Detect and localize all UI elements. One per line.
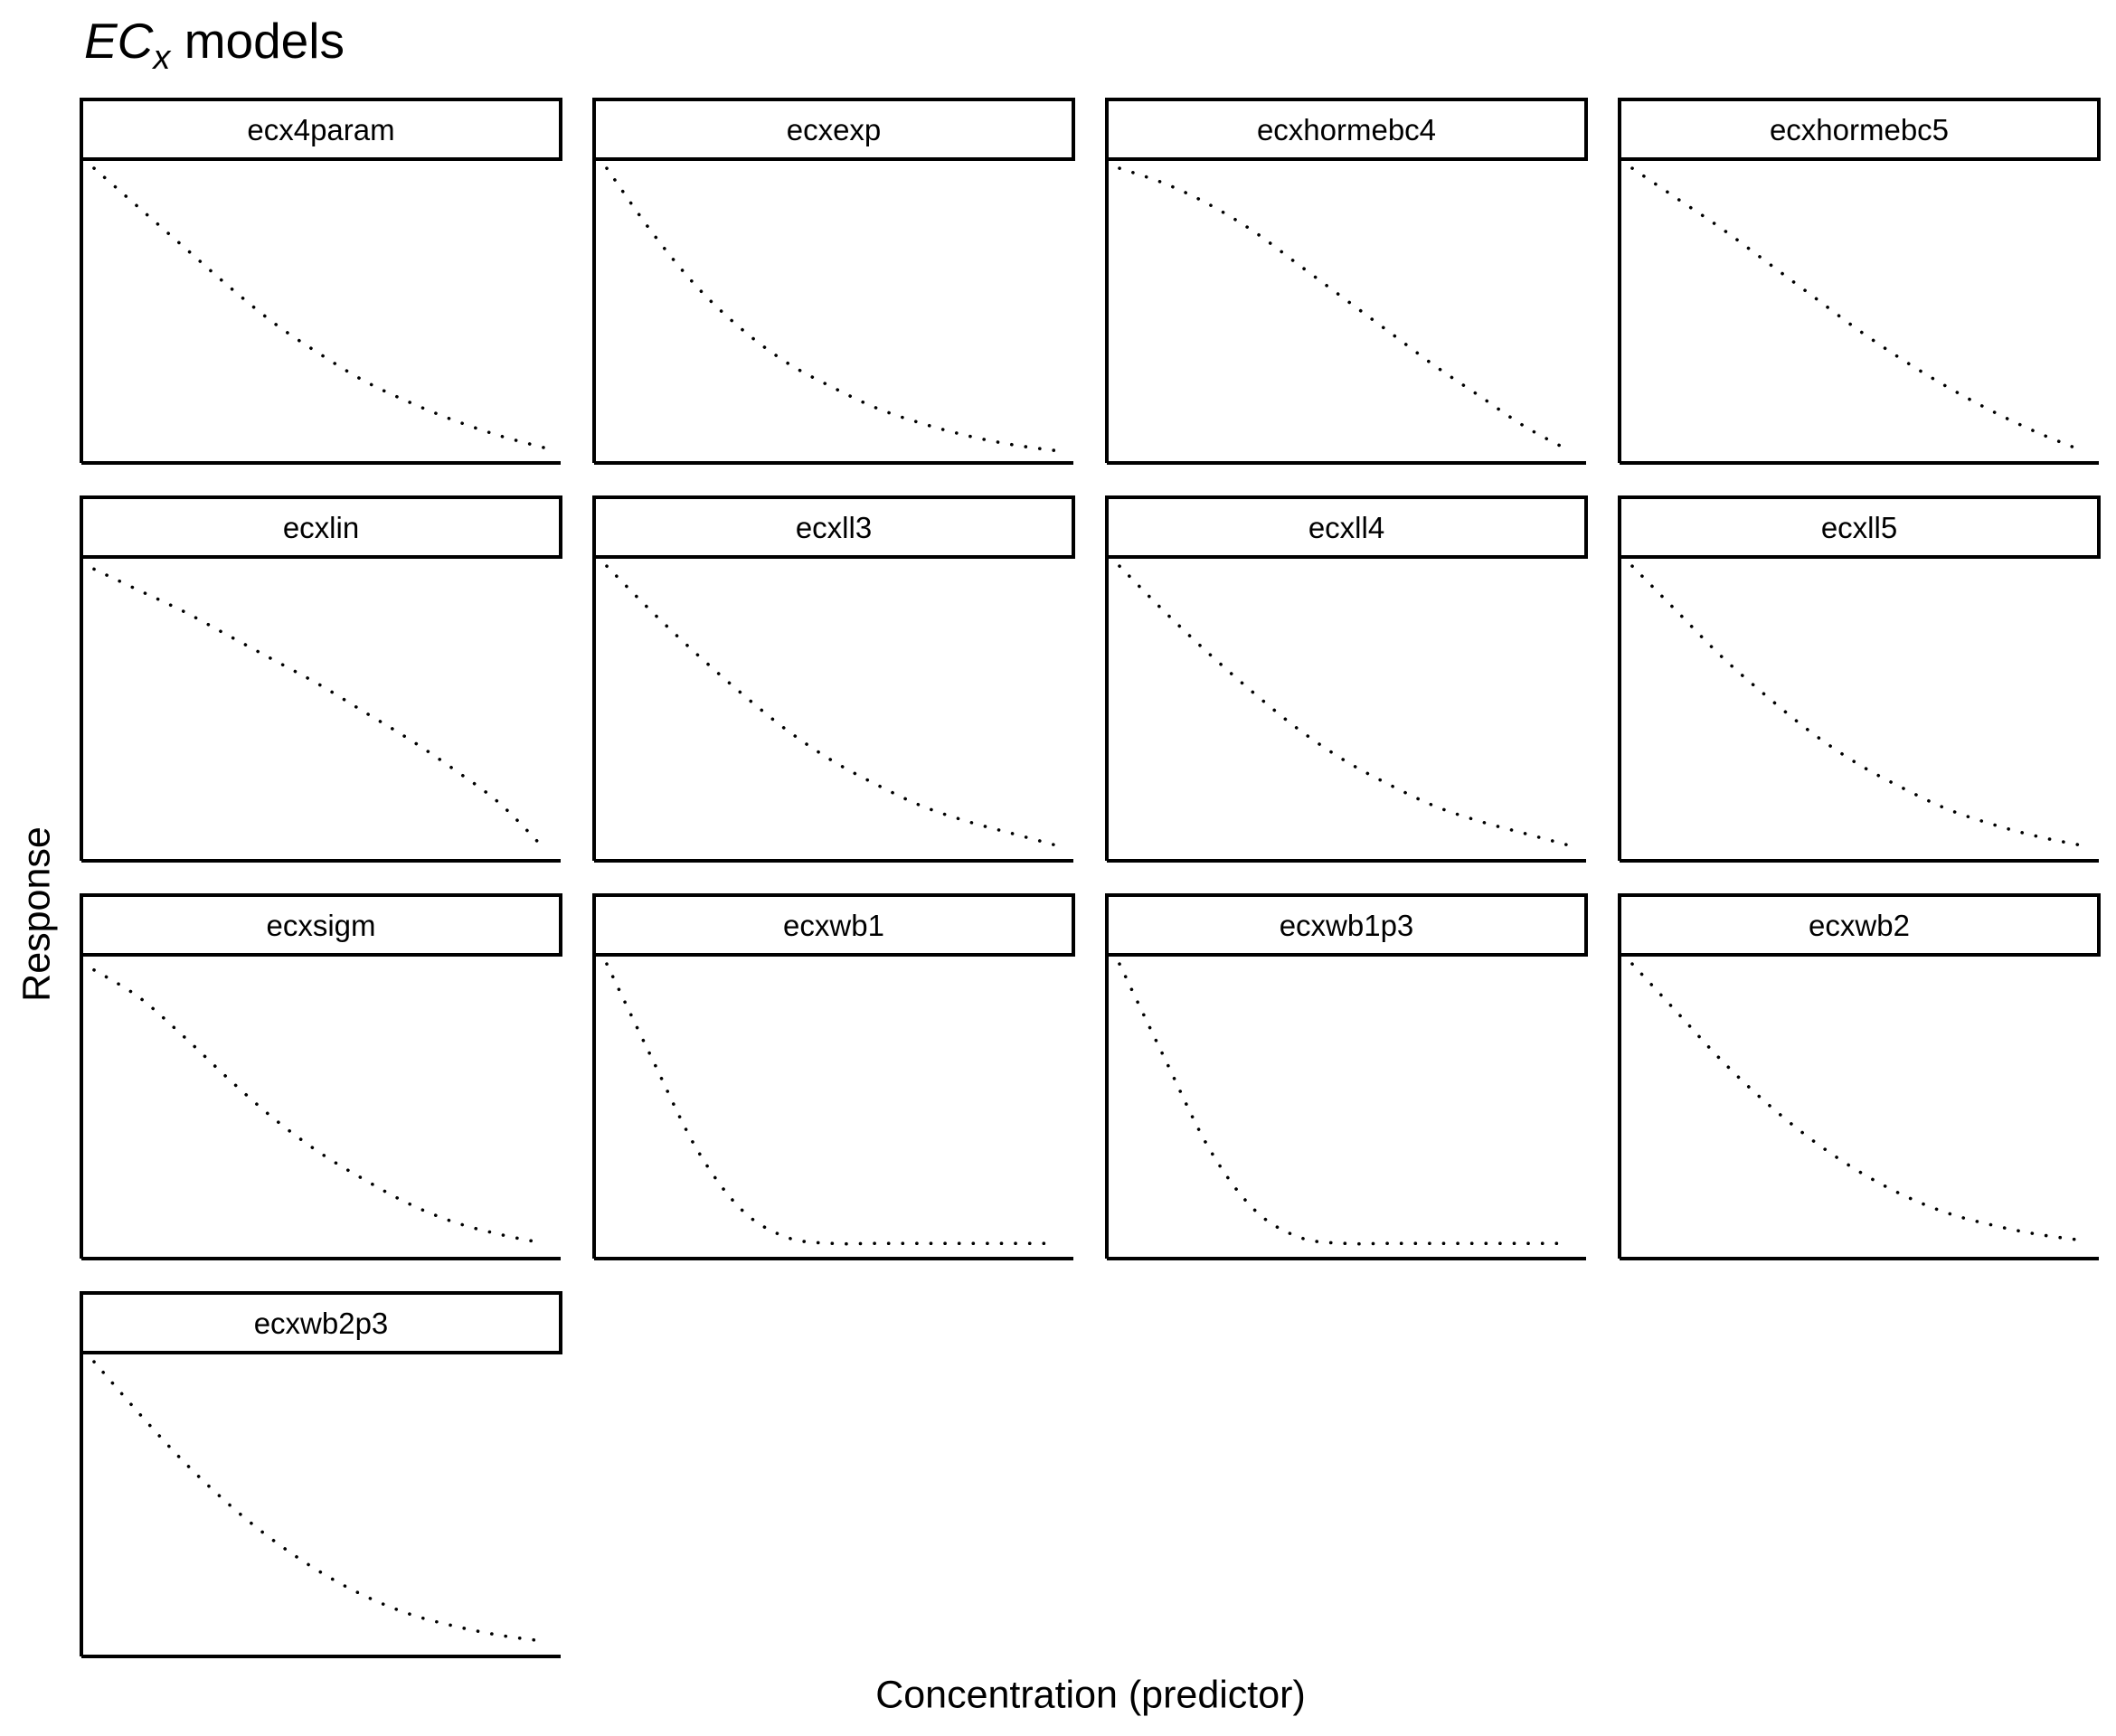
facet-strip xyxy=(592,495,1075,559)
series-line xyxy=(605,962,1059,1246)
facet-strip xyxy=(1618,98,2101,161)
series-line xyxy=(92,567,546,851)
facet-panel: ecxexp xyxy=(592,98,1075,465)
facet-panel: ecxwb1 xyxy=(592,893,1075,1260)
series-line xyxy=(92,968,546,1245)
facet-strip-label: ecxwb1 xyxy=(783,909,884,942)
facet-strip xyxy=(80,98,562,161)
facet-panel: ecxsigm xyxy=(80,893,562,1260)
facet-strip-label: ecxll4 xyxy=(1308,511,1384,544)
facet-panel: ecxwb2 xyxy=(1618,893,2101,1260)
facet-strip-label: ecxsigm xyxy=(266,909,375,942)
facet-panel: ecx4param xyxy=(80,98,562,465)
facet-strip-label: ecx4param xyxy=(247,113,394,146)
facet-strip-label: ecxll5 xyxy=(1821,511,1897,544)
series-line xyxy=(1630,564,2084,847)
facet-strip-label: ecxlin xyxy=(283,511,359,544)
chart-title: ECx models xyxy=(84,9,345,79)
series-line xyxy=(1118,962,1572,1246)
chart-title-text: models xyxy=(184,13,345,69)
facet-strip-label: ecxhormebc4 xyxy=(1257,113,1436,146)
facet-panel: ecxhormebc4 xyxy=(1105,98,1588,465)
facet-strip xyxy=(1105,893,1588,957)
facet-strip xyxy=(1618,893,2101,957)
facet-strip xyxy=(592,98,1075,161)
facet-panel: ecxll5 xyxy=(1618,495,2101,863)
facet-panel: ecxll3 xyxy=(592,495,1075,863)
facet-strip xyxy=(80,495,562,559)
facet-strip xyxy=(1105,495,1588,559)
facet-panel: ecxwb1p3 xyxy=(1105,893,1588,1260)
series-line xyxy=(92,166,546,449)
facet-strip-label: ecxwb2p3 xyxy=(254,1307,389,1340)
chart-title-math: EC xyxy=(84,13,154,69)
series-line xyxy=(605,564,1059,847)
series-line xyxy=(1630,166,2084,453)
facet-strip-label: ecxexp xyxy=(787,113,882,146)
facet-panel: ecxhormebc5 xyxy=(1618,98,2101,465)
series-line xyxy=(1118,166,1572,453)
facet-strip xyxy=(80,893,562,957)
facet-panel: ecxlin xyxy=(80,495,562,863)
series-line xyxy=(1630,962,2084,1242)
facet-panel: ecxll4 xyxy=(1105,495,1588,863)
facet-strip xyxy=(592,893,1075,957)
chart-title-subscript: x xyxy=(153,39,171,77)
facet-strip-label: ecxwb2 xyxy=(1809,909,1910,942)
facet-strip-label: ecxhormebc5 xyxy=(1770,113,1949,146)
series-line xyxy=(92,1360,546,1643)
series-line xyxy=(605,166,1059,453)
facet-strip xyxy=(1105,98,1588,161)
facet-panel: ecxwb2p3 xyxy=(80,1291,562,1658)
facet-strip xyxy=(80,1291,562,1354)
facet-strip xyxy=(1618,495,2101,559)
facet-strip-label: ecxwb1p3 xyxy=(1280,909,1414,942)
x-axis-label: Concentration (predictor) xyxy=(875,1673,1306,1717)
series-line xyxy=(1118,564,1572,847)
facet-strip-label: ecxll3 xyxy=(796,511,872,544)
